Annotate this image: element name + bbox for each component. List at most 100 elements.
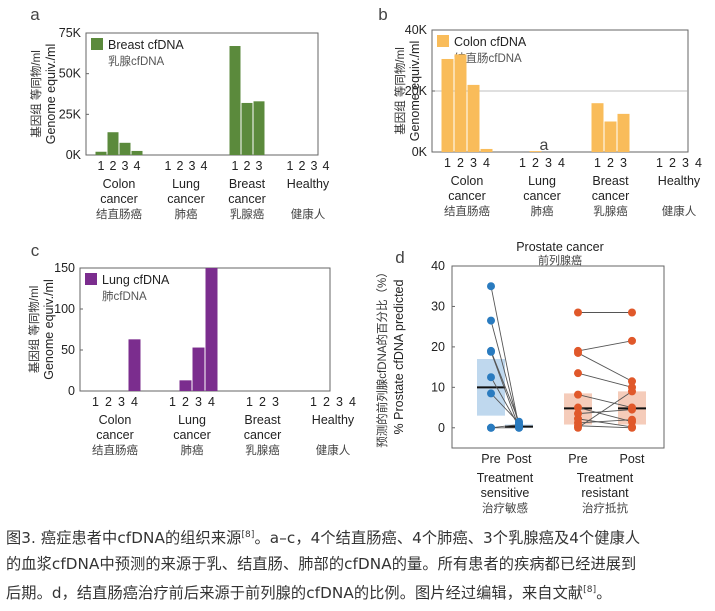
y-tick-label: 40 — [431, 259, 445, 273]
data-point — [487, 316, 495, 325]
bar — [441, 58, 454, 152]
legend-label-cn: 乳腺cfDNA — [108, 54, 165, 68]
data-point — [628, 377, 636, 386]
x-tick-label: 2 — [299, 159, 306, 173]
x-tick-label: 4 — [349, 395, 356, 409]
group-label-cn: 肺癌 — [175, 207, 198, 221]
panel-letter: a — [30, 5, 40, 24]
bar — [454, 54, 467, 152]
x-tick-label: 3 — [311, 159, 318, 173]
bar — [119, 142, 131, 155]
y-tick-label: 40K — [405, 23, 428, 37]
group-label-cn: 治疗敏感 — [482, 501, 528, 515]
paired-line — [490, 350, 520, 422]
data-point — [487, 423, 495, 432]
group-label: cancer — [173, 428, 211, 442]
x-tick-label: 3 — [118, 395, 125, 409]
x-tick-label: 3 — [195, 395, 202, 409]
bar — [128, 339, 141, 391]
paired-line — [490, 320, 520, 426]
legend-swatch — [85, 273, 97, 285]
bar — [480, 148, 493, 152]
x-tick-label: 1 — [92, 395, 99, 409]
x-tick-label: 4 — [208, 395, 215, 409]
x-tick-label: Pre — [481, 452, 501, 466]
x-tick-label: 1 — [519, 156, 526, 170]
chart-title: Prostate cancer — [516, 240, 604, 254]
plot-frame — [451, 265, 665, 449]
x-tick-label: 2 — [259, 395, 266, 409]
y-tick-label: 150 — [54, 261, 75, 275]
x-tick-label: 3 — [620, 156, 627, 170]
group-label: sensitive — [481, 486, 530, 500]
x-tick-label: Post — [619, 452, 645, 466]
x-tick-label: 2 — [244, 159, 251, 173]
bar — [95, 151, 107, 155]
data-point — [628, 415, 636, 424]
x-tick-label: 4 — [134, 159, 141, 173]
panel-a: a 0K 25K 50K 75K 基因组 等同物/ml Genome equiv./ml Br… — [29, 5, 330, 221]
group-label: cancer — [244, 428, 282, 442]
y-axis-label-cn: 基因组 等同物/ml — [27, 286, 41, 374]
y-axis-label-cn: 基因组 等同物/ml — [29, 50, 43, 138]
panel-letter: c — [31, 241, 40, 260]
group-label-cn: 结直肠癌 — [444, 204, 490, 218]
bar — [617, 113, 630, 152]
group-label-cn: 结直肠癌 — [96, 207, 142, 221]
group-label-cn: 健康人 — [662, 204, 697, 218]
y-tick-label: 50 — [61, 343, 75, 357]
group-label: cancer — [96, 428, 134, 442]
legend-label: Colon cfDNA — [454, 35, 527, 49]
caption-line-1: 图3. 癌症患者中cfDNA的组织来源[8]。a–c，4个结直肠癌、4个肺癌、3… — [6, 529, 641, 548]
x-tick-label: 2 — [110, 159, 117, 173]
data-point — [628, 308, 636, 317]
group-label-cn: 健康人 — [316, 443, 351, 457]
paired-line — [577, 391, 633, 429]
y-axis-label-cn: 预测的前列腺cfDNA的百分比（%） — [375, 266, 389, 447]
x-tick-label: 1 — [444, 156, 451, 170]
y-tick-label: 30 — [431, 299, 445, 313]
group-label: cancer — [523, 189, 561, 203]
paired-line — [577, 340, 633, 352]
caption-line-2: 的血浆cfDNA中预测的来源于乳、结直肠、肺部的cfDNA的量。所有患者的疾病都… — [6, 555, 637, 574]
data-point — [628, 336, 636, 345]
paired-line — [577, 394, 633, 408]
bar — [229, 46, 241, 155]
group-label-cn: 乳腺癌 — [245, 443, 280, 457]
group-label: Healthy — [658, 174, 701, 188]
x-tick-label: 1 — [594, 156, 601, 170]
plot-frame — [85, 32, 319, 156]
y-tick-label: 0 — [438, 421, 445, 435]
panel-c: c 0 50 100 150 基因组 等同物/ml Genome equiv./ml Lung… — [27, 241, 356, 457]
x-tick-label: 1 — [310, 395, 317, 409]
group-label: cancer — [592, 189, 630, 203]
chart-title-cn: 前列腺癌 — [538, 253, 582, 267]
data-point — [515, 423, 523, 432]
panel-letter: d — [395, 248, 404, 267]
data-point — [487, 282, 495, 291]
x-tick-label: 3 — [272, 395, 279, 409]
legend-label: Lung cfDNA — [102, 273, 170, 287]
paired-line — [577, 409, 633, 415]
y-axis-label: Genome equiv./ml — [44, 44, 58, 145]
x-tick-label: 2 — [607, 156, 614, 170]
y-tick-label: 25K — [59, 107, 82, 121]
paired-line — [577, 407, 633, 423]
paired-line — [577, 372, 633, 388]
legend-swatch — [437, 35, 449, 47]
legend-swatch — [91, 38, 103, 50]
group-label: Breast — [244, 413, 281, 427]
data-point — [628, 423, 636, 432]
paired-line — [490, 286, 520, 428]
x-tick-label: 1 — [232, 159, 239, 173]
panel-annotation: a — [540, 137, 549, 154]
panel-b: b 0K 20K 40K 基因组 等同物/ml Genome equiv./ml Colon… — [378, 5, 702, 218]
group-label-cn: 乳腺癌 — [230, 207, 265, 221]
x-tick-label: 3 — [122, 159, 129, 173]
legend-label: Breast cfDNA — [108, 38, 184, 52]
x-tick-label: 1 — [169, 395, 176, 409]
x-tick-label: 3 — [545, 156, 552, 170]
x-tick-label: 2 — [532, 156, 539, 170]
y-tick-label: 0K — [412, 145, 428, 159]
